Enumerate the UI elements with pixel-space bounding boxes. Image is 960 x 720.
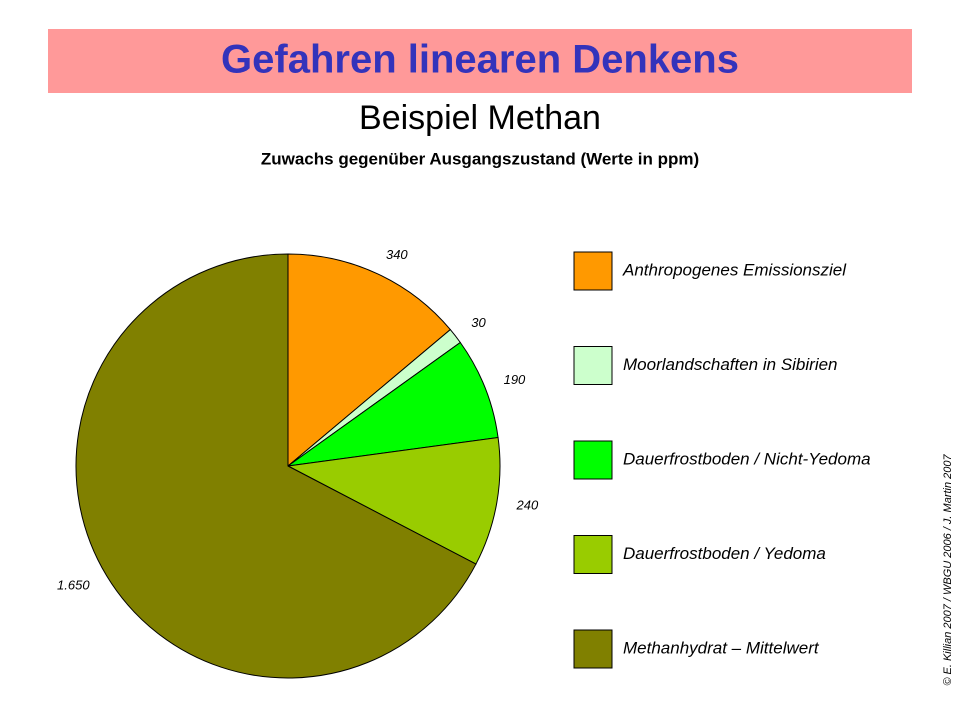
- data-label: 190: [504, 372, 526, 387]
- legend-swatch: [573, 629, 613, 669]
- legend-swatch: [573, 251, 613, 291]
- data-label: 30: [471, 315, 486, 330]
- legend-label: Dauerfrostboden / Nicht-Yedoma: [623, 449, 871, 468]
- title-band: [48, 29, 912, 93]
- slide-subtitle: Beispiel Methan: [359, 99, 601, 137]
- data-label: 1.650: [57, 578, 90, 593]
- pie-slice: [287, 253, 452, 468]
- data-label: 240: [516, 497, 539, 512]
- pie-slice: [75, 253, 477, 679]
- legend-label: Dauerfrostboden / Yedoma: [623, 544, 826, 563]
- data-label: 340: [386, 247, 408, 262]
- pie-slice: [287, 341, 499, 467]
- slide-title: Gefahren linearen Denkens: [221, 38, 739, 82]
- pie-slice: [286, 436, 501, 565]
- credit: © E. Killian 2007 / WBGU 2006 / J. Marti…: [942, 453, 954, 685]
- legend-swatch: [573, 346, 613, 385]
- legend-swatch: [573, 535, 613, 574]
- legend-label: Anthropogenes Emissionsziel: [622, 260, 847, 279]
- chart-title: Zuwachs gegenüber Ausgangszustand (Werte…: [261, 149, 699, 168]
- legend-label: Moorlandschaften in Sibirien: [623, 355, 838, 374]
- legend-label: Methanhydrat – Mittelwert: [623, 638, 820, 657]
- legend-swatch: [573, 440, 613, 480]
